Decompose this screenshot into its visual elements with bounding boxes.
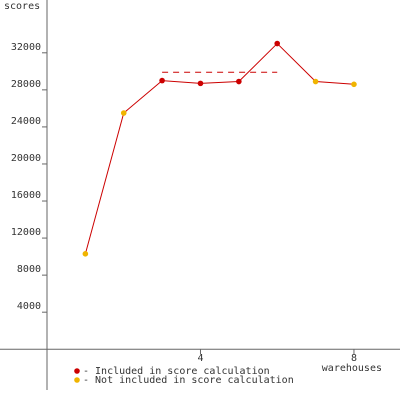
y-tick-label: 28000 xyxy=(11,79,41,90)
y-axis-label: scores xyxy=(4,1,40,12)
legend-label: - Not included in score calculation xyxy=(83,375,294,386)
data-point xyxy=(159,77,165,84)
data-point xyxy=(351,81,357,88)
legend-marker xyxy=(74,368,80,374)
x-tick-label: 4 xyxy=(197,353,203,364)
data-point xyxy=(274,40,281,47)
y-tick-label: 12000 xyxy=(11,227,41,238)
x-axis-label: warehouses xyxy=(322,363,382,374)
y-tick-label: 4000 xyxy=(17,301,41,312)
y-tick-label: 8000 xyxy=(17,264,41,275)
data-point xyxy=(236,78,242,85)
legend-marker xyxy=(74,377,80,383)
data-point xyxy=(120,110,127,116)
x-tick-label: 8 xyxy=(351,353,357,364)
y-tick-label: 24000 xyxy=(11,116,41,127)
data-point xyxy=(82,251,89,257)
data-point xyxy=(197,80,204,87)
y-tick-label: 20000 xyxy=(11,153,41,164)
data-line xyxy=(84,42,354,254)
y-tick-label: 16000 xyxy=(11,190,41,201)
legend-label: - Included in score calculation xyxy=(83,366,270,377)
data-point xyxy=(312,78,319,85)
y-tick-label: 32000 xyxy=(11,42,41,53)
